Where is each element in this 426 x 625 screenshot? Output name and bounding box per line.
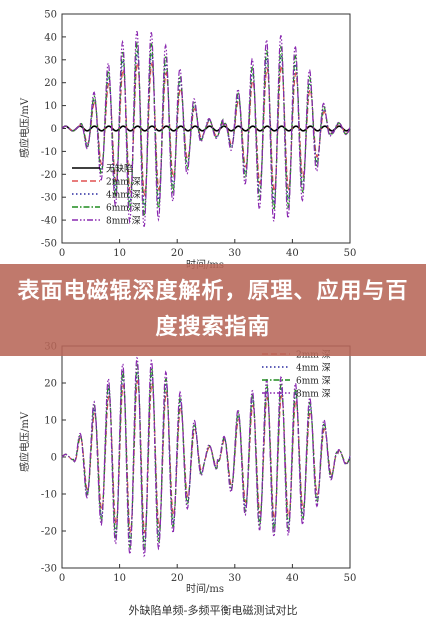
y-tick-label: -20 [41,170,57,181]
x-tick-label: 10 [113,248,126,259]
legend-label: 4mm 深 [106,190,141,201]
legend-label: 8mm 深 [296,389,331,400]
y-tick-label: -40 [41,216,57,227]
x-tick-label: 40 [286,573,299,584]
y-tick-label: 10 [44,416,57,427]
y-tick-label: 50 [44,10,57,21]
x-tick-label: 20 [171,248,184,259]
banner-title: 表面电磁辊深度解析，原理、应用与百度搜索指南 [17,279,409,340]
y-tick-label: 20 [44,379,57,390]
x-tick-label: 0 [59,248,65,259]
y-tick-label: -10 [41,490,57,501]
y-tick-label: -20 [41,527,57,538]
y-tick-label: -50 [41,239,57,250]
x-tick-label: 30 [228,248,241,259]
legend-label: 8mm 深 [106,216,141,227]
series-line [61,50,351,208]
y-tick-label: -30 [41,193,57,204]
x-tick-label: 0 [59,573,65,584]
y-tick-label: -10 [41,147,57,158]
legend: 无缺陷 2mm 深 4mm 深 6mm 深 8mm 深 [72,163,141,227]
y-tick-label: 20 [44,78,57,89]
top-ylabel: 感应电压/mV [18,97,31,158]
y-tick-label: 0 [51,453,57,464]
x-tick-label: 30 [228,573,241,584]
y-tick-label: 0 [51,124,57,135]
x-tick-label: 20 [171,573,184,584]
legend-label: 6mm 深 [106,203,141,214]
bottom-ylabel: 感应电压/mV [18,411,31,472]
series-line [61,356,351,558]
legend-label: 6mm 深 [296,376,331,387]
figure-caption: 外缺陷单频-多频平衡电磁测试对比 [128,604,298,617]
legend-label: 无缺陷 [106,163,133,175]
x-tick-label: 10 [113,573,126,584]
legend-label: 4mm 深 [296,363,331,374]
legend-label: 2mm 深 [106,177,141,188]
x-tick-label: 50 [344,248,357,259]
x-tick-label: 40 [286,248,299,259]
y-tick-label: 30 [44,55,57,66]
y-tick-label: 10 [44,101,57,112]
x-tick-label: 50 [344,573,357,584]
title-banner: 表面电磁辊深度解析，原理、应用与百度搜索指南 [0,264,426,356]
bottom-xlabel: 时间/ms [186,582,224,595]
y-tick-label: -30 [41,564,57,575]
series-line [61,30,351,227]
y-tick-label: 40 [44,32,57,43]
